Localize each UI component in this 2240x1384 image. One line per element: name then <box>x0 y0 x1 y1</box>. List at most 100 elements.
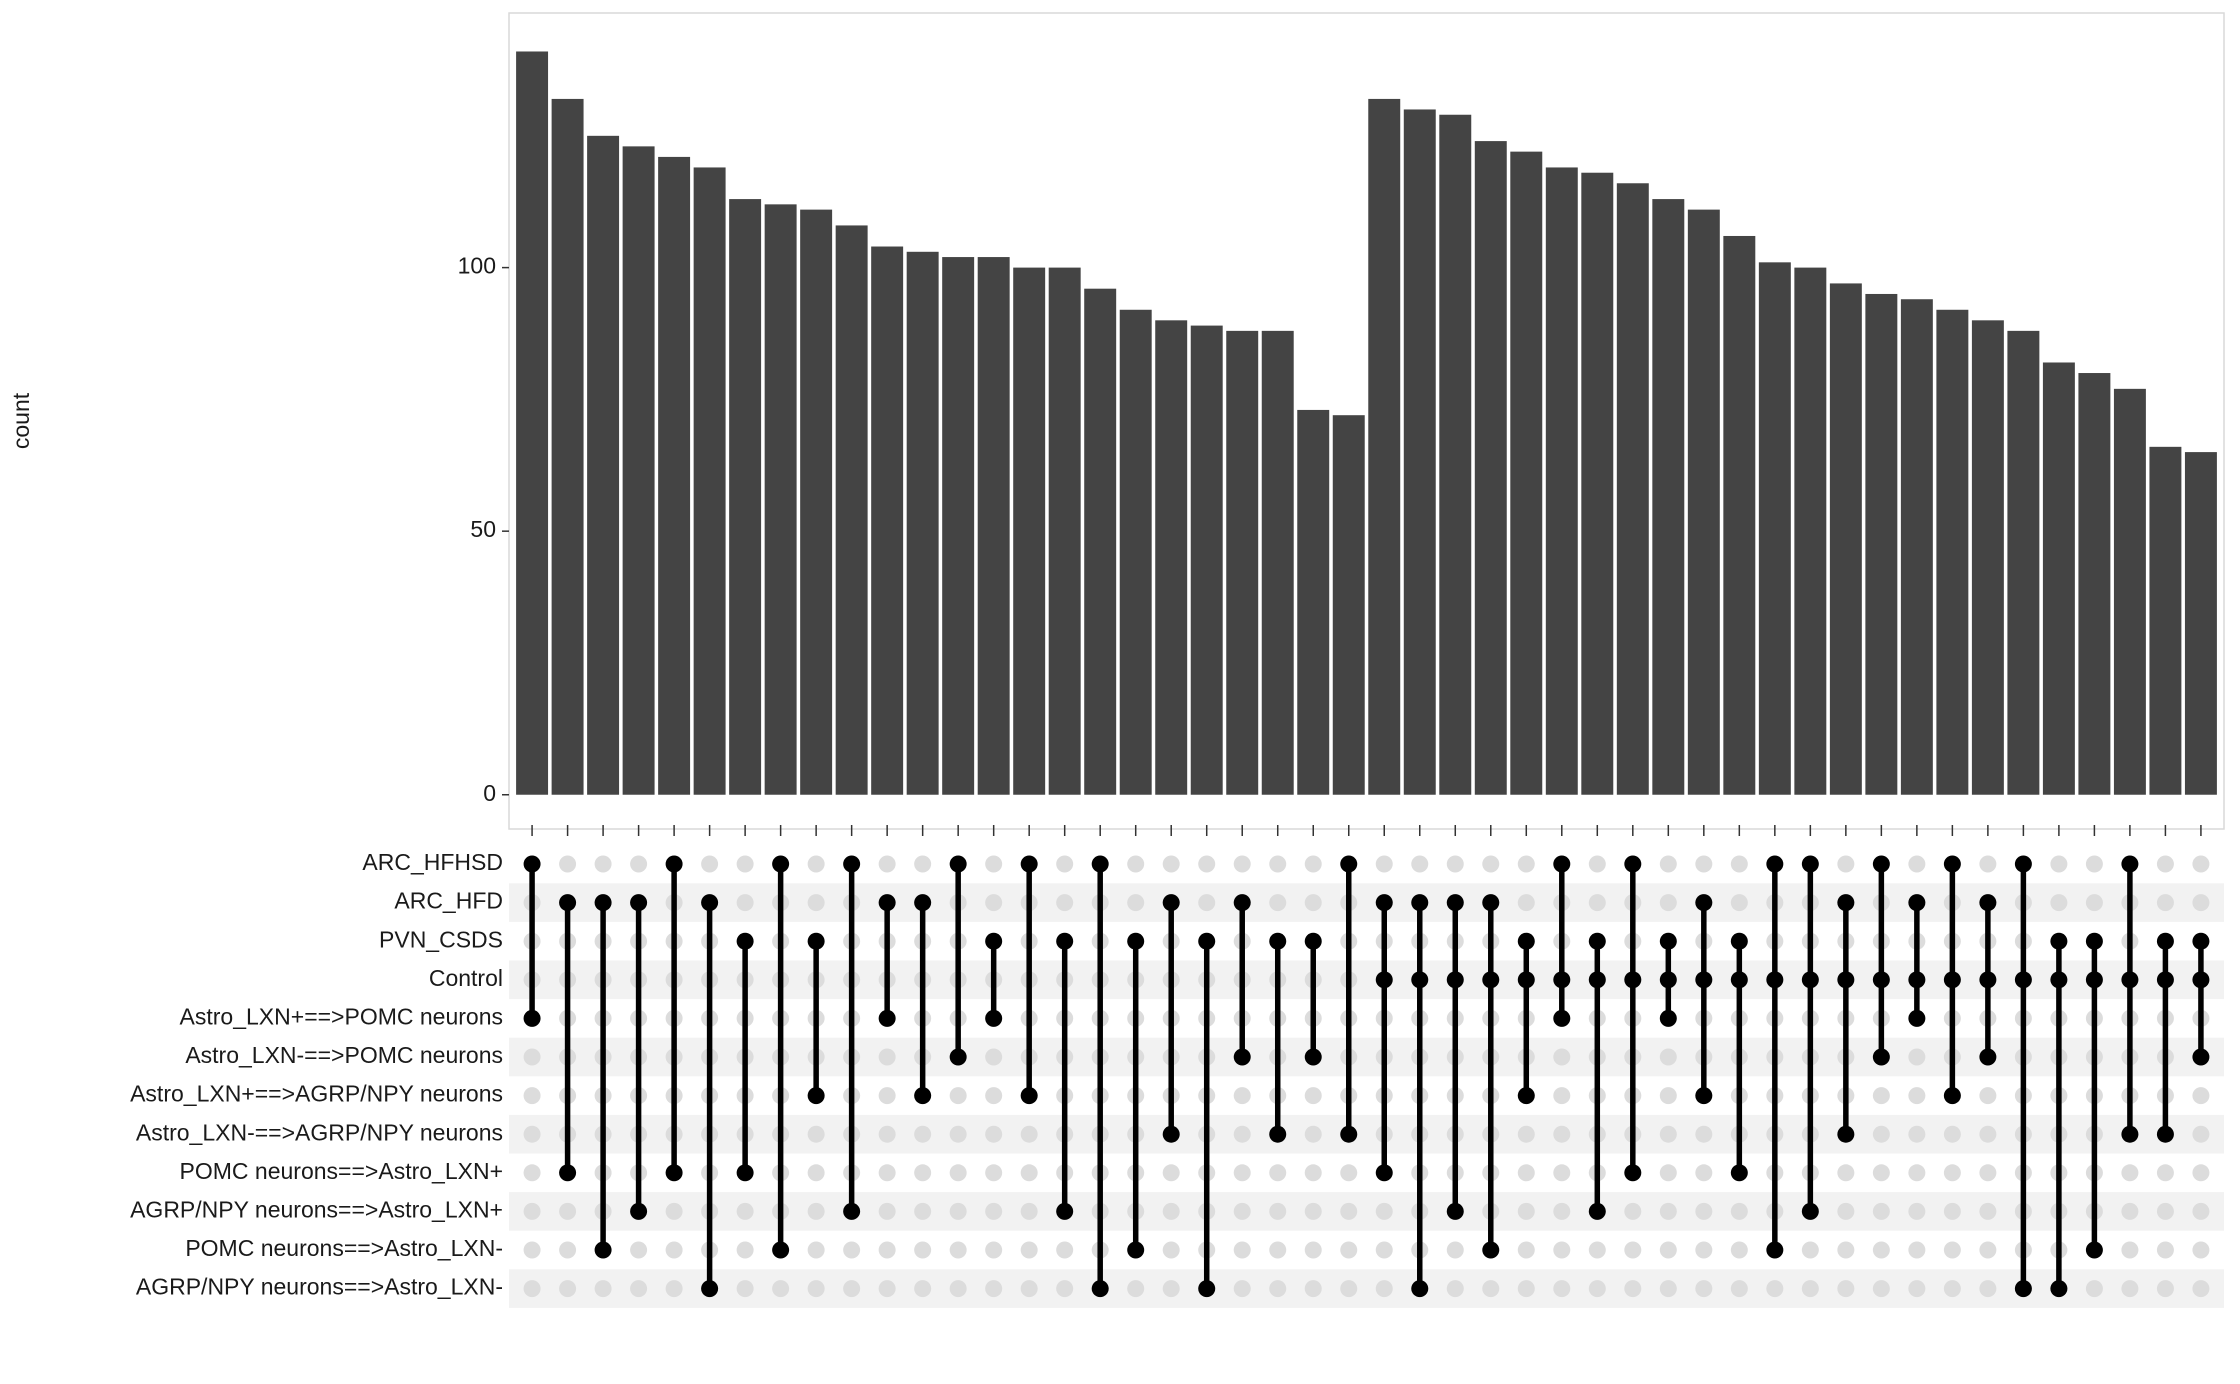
empty-dot <box>1730 1202 1748 1220</box>
bar <box>1013 267 1046 795</box>
empty-dot <box>1304 894 1322 912</box>
empty-dot <box>772 1280 790 1298</box>
member-dot <box>665 1164 683 1182</box>
empty-dot <box>1943 1125 1961 1143</box>
bar <box>1900 299 1933 795</box>
empty-dot <box>1766 1280 1784 1298</box>
empty-dot <box>665 1241 683 1259</box>
bar <box>1616 183 1649 795</box>
empty-dot <box>807 1125 825 1143</box>
empty-dot <box>2192 1202 2210 1220</box>
empty-dot <box>1872 1125 1890 1143</box>
bar <box>693 167 726 795</box>
empty-dot <box>1446 1241 1464 1259</box>
empty-dot <box>1375 1241 1393 1259</box>
set-label: Control <box>429 965 503 991</box>
member-dot <box>1162 894 1180 912</box>
empty-dot <box>1340 1164 1358 1182</box>
member-dot <box>1446 894 1464 912</box>
empty-dot <box>1233 1164 1251 1182</box>
member-dot <box>2156 971 2174 989</box>
set-label: ARC_HFHSD <box>362 849 503 875</box>
y-axis-label: count <box>8 392 34 449</box>
member-dot <box>1588 971 1606 989</box>
member-dot <box>772 1241 790 1259</box>
empty-dot <box>559 1202 577 1220</box>
empty-dot <box>807 855 825 873</box>
empty-dot <box>559 1241 577 1259</box>
bar <box>977 257 1010 795</box>
empty-dot <box>949 1202 967 1220</box>
set-label: Astro_LXN+==>AGRP/NPY neurons <box>130 1081 503 1107</box>
empty-dot <box>523 1280 541 1298</box>
empty-dot <box>701 855 719 873</box>
empty-dot <box>1908 1241 1926 1259</box>
empty-dot <box>1162 855 1180 873</box>
bar <box>1155 320 1188 795</box>
empty-dot <box>1233 1087 1251 1105</box>
bar <box>1971 320 2004 795</box>
set-label: POMC neurons==>Astro_LXN+ <box>180 1158 503 1184</box>
empty-dot <box>985 1087 1003 1105</box>
empty-dot <box>1056 1280 1074 1298</box>
empty-dot <box>1872 1164 1890 1182</box>
empty-dot <box>1340 1241 1358 1259</box>
empty-dot <box>2192 1241 2210 1259</box>
empty-dot <box>807 1280 825 1298</box>
member-dot <box>1020 855 1038 873</box>
empty-dot <box>985 1241 1003 1259</box>
member-dot <box>1269 932 1287 950</box>
empty-dot <box>1908 1280 1926 1298</box>
empty-dot <box>1624 1280 1642 1298</box>
empty-dot <box>949 1280 967 1298</box>
member-dot <box>1837 1125 1855 1143</box>
member-dot <box>1091 1280 1109 1298</box>
empty-dot <box>914 1164 932 1182</box>
empty-dot <box>1908 1048 1926 1066</box>
empty-dot <box>878 1280 896 1298</box>
member-dot <box>1162 1125 1180 1143</box>
member-dot <box>1979 971 1997 989</box>
empty-dot <box>1979 1164 1997 1182</box>
member-dot <box>1624 1164 1642 1182</box>
empty-dot <box>1695 1202 1713 1220</box>
member-dot <box>949 1048 967 1066</box>
empty-dot <box>2121 1202 2139 1220</box>
member-dot <box>1269 1125 1287 1143</box>
empty-dot <box>1162 1164 1180 1182</box>
empty-dot <box>1375 855 1393 873</box>
bar <box>1297 409 1330 795</box>
bar <box>1226 330 1259 795</box>
bar <box>1439 114 1472 795</box>
empty-dot <box>1233 1202 1251 1220</box>
member-dot <box>2050 1280 2068 1298</box>
empty-dot <box>1056 894 1074 912</box>
member-dot <box>523 855 541 873</box>
empty-dot <box>949 1164 967 1182</box>
member-dot <box>630 1202 648 1220</box>
bar <box>2184 452 2217 795</box>
empty-dot <box>523 1241 541 1259</box>
bar <box>800 209 833 795</box>
member-dot <box>1553 971 1571 989</box>
empty-dot <box>1517 1164 1535 1182</box>
member-dot <box>2014 971 2032 989</box>
empty-dot <box>1872 1280 1890 1298</box>
empty-dot <box>985 1202 1003 1220</box>
bar <box>729 199 762 795</box>
y-tick-label: 100 <box>458 253 496 279</box>
empty-dot <box>1304 855 1322 873</box>
member-dot <box>807 1087 825 1105</box>
empty-dot <box>1588 855 1606 873</box>
member-dot <box>1411 971 1429 989</box>
empty-dot <box>1979 1202 1997 1220</box>
empty-dot <box>559 855 577 873</box>
member-dot <box>1695 894 1713 912</box>
member-dot <box>2121 855 2139 873</box>
empty-dot <box>1162 1202 1180 1220</box>
empty-dot <box>1198 894 1216 912</box>
empty-dot <box>1908 1125 1926 1143</box>
member-dot <box>1127 1241 1145 1259</box>
empty-dot <box>1872 1202 1890 1220</box>
empty-dot <box>807 1241 825 1259</box>
